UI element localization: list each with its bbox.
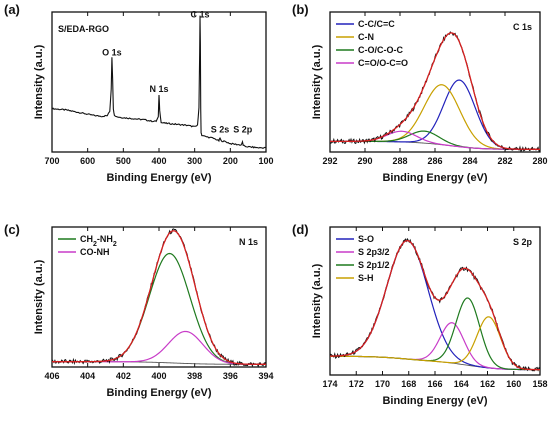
component-peak-0 [330, 79, 540, 150]
x-tick-label: 394 [258, 371, 273, 381]
x-tick-label: 172 [349, 379, 364, 389]
x-axis-title: Binding Energy (eV) [106, 172, 211, 184]
x-tick-label: 160 [506, 379, 521, 389]
x-tick-label: 404 [80, 371, 95, 381]
panel-c-n1s-spectrum: (c) 406 404 402 400 398 396 394 Binding Energy (… [4, 222, 274, 399]
y-axis-title: Intensity (a.u.) [33, 44, 45, 119]
component-peak-1 [330, 84, 540, 150]
peak-label: N 1s [149, 84, 168, 94]
x-tick-label: 286 [427, 156, 442, 166]
component-peak-3 [330, 130, 540, 150]
x-tick-label: 170 [375, 379, 390, 389]
legend-label: S-H [358, 273, 374, 283]
x-tick-label: 500 [116, 156, 131, 166]
legend-label: C-O/C-O-C [358, 45, 403, 55]
peak-label: S 2p [233, 124, 253, 134]
panel-label: (d) [292, 222, 309, 237]
x-tick-label: 282 [497, 156, 512, 166]
component-peak-0 [52, 252, 266, 365]
peak-label: O 1s [102, 47, 122, 57]
y-axis-title: Intensity (a.u.) [311, 263, 323, 338]
envelope-fit-line [52, 230, 266, 365]
x-tick-label: 174 [322, 379, 337, 389]
x-tick-label: 158 [532, 379, 547, 389]
region-title: C 1s [513, 22, 532, 32]
legend-label: S 2p3/2 [358, 247, 390, 257]
component-peak-2 [329, 297, 540, 371]
panel-label: (c) [4, 222, 20, 237]
region-title: N 1s [239, 237, 258, 247]
peak-label: S 2s [211, 124, 230, 134]
x-tick-label: 400 [151, 156, 166, 166]
sample-title: S/EDA-RGO [58, 24, 109, 34]
x-axis-title: Binding Energy (eV) [382, 172, 487, 184]
x-tick-label: 700 [44, 156, 59, 166]
x-tick-label: 398 [187, 371, 202, 381]
survey-spectrum-line [51, 15, 267, 149]
envelope-fit-line [329, 239, 541, 371]
x-tick-label: 396 [223, 371, 238, 381]
component-peak-3 [329, 316, 541, 371]
legend-label: S 2p1/2 [358, 260, 390, 270]
region-title: S 2p [513, 237, 533, 247]
y-axis-title: Intensity (a.u.) [311, 44, 323, 119]
x-tick-label: 200 [223, 156, 238, 166]
x-tick-label: 280 [532, 156, 547, 166]
background-line [329, 355, 540, 371]
x-tick-label: 164 [454, 379, 469, 389]
x-tick-label: 284 [462, 156, 477, 166]
legend-label: C=O/O-C=O [358, 58, 408, 68]
x-axis-title: Binding Energy (eV) [382, 395, 487, 407]
x-tick-label: 168 [401, 379, 416, 389]
panel-d-s2p-spectrum: (d) 174 172 170 168 166 164 162 160 158 Binding En… [292, 222, 548, 407]
x-tick-label: 288 [392, 156, 407, 166]
x-tick-label: 300 [187, 156, 202, 166]
x-tick-label: 292 [322, 156, 337, 166]
legend-label: C-C/C=C [358, 19, 395, 29]
component-peak-1 [52, 330, 266, 365]
panel-label: (a) [4, 2, 20, 17]
x-tick-label: 406 [44, 371, 59, 381]
legend-label: S-O [358, 234, 374, 244]
x-tick-label: 600 [80, 156, 95, 166]
legend-label: CO-NH [80, 247, 110, 257]
component-peak-2 [330, 130, 540, 150]
y-axis-title: Intensity (a.u.) [33, 259, 45, 334]
panel-b-c1s-spectrum: (b) 292 290 288 286 284 282 280 Binding Energy (… [292, 2, 548, 184]
x-axis-title: Binding Energy (eV) [106, 387, 211, 399]
panel-a-survey-spectrum: (a) 700 600 500 400 300 200 100 Binding Energy (… [4, 2, 274, 184]
peak-label: C 1s [191, 10, 210, 20]
legend-label: C-N [358, 32, 374, 42]
legend-label: CH2-NH2 [80, 234, 117, 248]
x-tick-label: 402 [116, 371, 131, 381]
x-tick-label: 166 [427, 379, 442, 389]
x-tick-label: 290 [357, 156, 372, 166]
panel-label: (b) [292, 2, 309, 17]
envelope-fit-line [330, 32, 540, 150]
raw-spectrum-line [329, 237, 541, 372]
x-tick-label: 100 [258, 156, 273, 166]
x-tick-label: 162 [480, 379, 495, 389]
x-tick-label: 400 [151, 371, 166, 381]
